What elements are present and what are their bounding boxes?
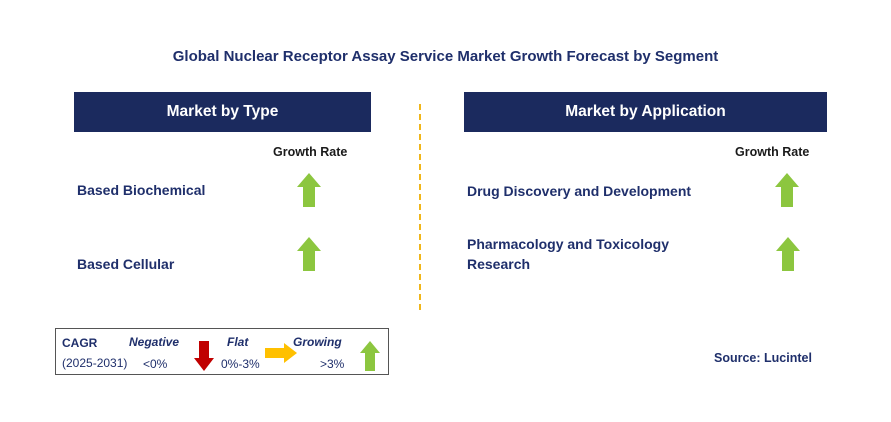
- segment-label-pharmacology-line2: Research: [467, 256, 531, 272]
- legend-negative-label: Negative: [129, 335, 180, 349]
- cagr-legend: CAGR (2025-2031) Negative <0% Flat 0%-3%…: [55, 328, 389, 375]
- legend-growing-range: >3%: [320, 357, 345, 371]
- growth-rate-label-application: Growth Rate: [735, 145, 810, 159]
- panel-divider: [419, 104, 421, 310]
- red-down-arrow-icon: [194, 341, 214, 371]
- panel-header-type: Market by Type: [74, 92, 371, 132]
- segment-label-pharmacology-line1: Pharmacology and Toxicology: [467, 236, 670, 252]
- green-up-arrow-icon: [775, 173, 799, 207]
- chart-title: Global Nuclear Receptor Assay Service Ma…: [172, 48, 719, 65]
- segment-label-based-cellular: Based Cellular: [77, 256, 175, 272]
- panel-header-application: Market by Application: [464, 92, 827, 132]
- legend-period: (2025-2031): [62, 356, 128, 370]
- growth-rate-label-type: Growth Rate: [273, 145, 348, 159]
- legend-negative-range: <0%: [143, 357, 168, 371]
- segment-label-based-biochemical: Based Biochemical: [77, 182, 206, 198]
- green-up-arrow-icon: [360, 341, 380, 371]
- green-up-arrow-icon: [297, 173, 321, 207]
- green-up-arrow-icon: [297, 237, 321, 271]
- yellow-right-arrow-icon: [265, 343, 297, 363]
- legend-flat-label: Flat: [227, 335, 249, 349]
- green-up-arrow-icon: [776, 237, 800, 271]
- segment-label-drug-discovery: Drug Discovery and Development: [467, 183, 692, 199]
- source-label: Source: Lucintel: [714, 351, 812, 365]
- segment-label-pharmacology: Pharmacology and Toxicology Research: [467, 234, 669, 274]
- legend-growing-label: Growing: [293, 335, 342, 349]
- legend-cagr-label: CAGR: [62, 336, 98, 350]
- legend-flat-range: 0%-3%: [221, 357, 260, 371]
